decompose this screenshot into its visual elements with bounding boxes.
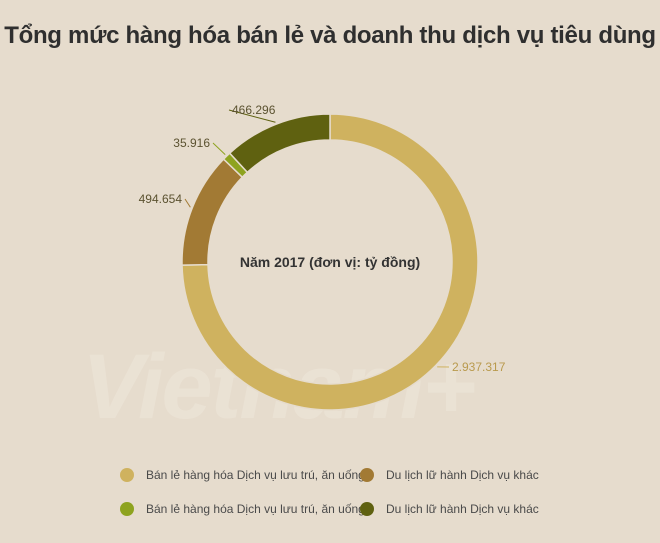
donut-center-label: Năm 2017 (đơn vị: tỷ đồng) <box>240 254 420 270</box>
legend-label-4: Du lịch lữ hành Dịch vụ khác <box>386 502 539 516</box>
value-label-2: 494.654 <box>139 192 183 206</box>
donut-slice-1 <box>181 113 479 411</box>
legend-swatch-3 <box>120 502 134 516</box>
legend-item-4: Du lịch lữ hành Dịch vụ khác <box>360 502 539 516</box>
legend-label-1: Bán lẻ hàng hóa Dịch vụ lưu trú, ăn uống <box>146 468 365 482</box>
legend-item-3: Bán lẻ hàng hóa Dịch vụ lưu trú, ăn uống <box>120 502 365 516</box>
donut-slice-4 <box>228 113 331 174</box>
leader-line-4 <box>228 109 276 123</box>
leader-line-3 <box>212 142 226 156</box>
legend-swatch-4 <box>360 502 374 516</box>
chart-title: Tổng mức hàng hóa bán lẻ và doanh thu dị… <box>4 22 656 49</box>
donut-slice-2 <box>181 158 244 266</box>
leader-line-2 <box>184 198 191 208</box>
value-label-4: 466.296 <box>232 103 276 117</box>
legend-item-1: Bán lẻ hàng hóa Dịch vụ lưu trú, ăn uống <box>120 468 365 482</box>
legend-swatch-1 <box>120 468 134 482</box>
legend-item-2: Du lịch lữ hành Dịch vụ khác <box>360 468 539 482</box>
legend-label-3: Bán lẻ hàng hóa Dịch vụ lưu trú, ăn uống <box>146 502 365 516</box>
legend-label-2: Du lịch lữ hành Dịch vụ khác <box>386 468 539 482</box>
legend-swatch-2 <box>360 468 374 482</box>
value-label-3: 35.916 <box>173 136 210 150</box>
value-label-1: 2.937.317 <box>452 360 506 374</box>
